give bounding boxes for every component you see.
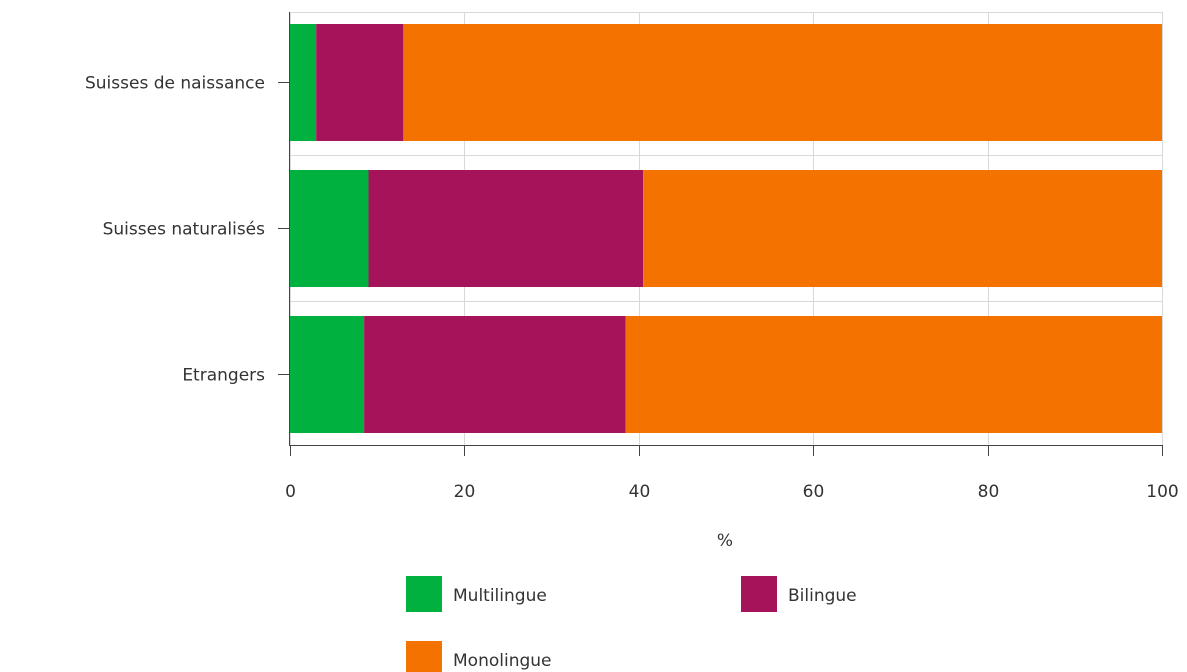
bar-monolingue-0 bbox=[403, 24, 1162, 141]
bar-multilingue-2 bbox=[290, 316, 365, 433]
y-tick-label: Etrangers bbox=[182, 366, 265, 386]
legend: Multilingue Bilingue Monolingue bbox=[406, 576, 857, 672]
x-tick-labels: 0 20 40 60 80 100 bbox=[285, 445, 1179, 502]
x-tick-label: 40 bbox=[629, 482, 651, 502]
y-tick-label: Suisses de naissance bbox=[85, 74, 265, 94]
x-tick-label: 20 bbox=[454, 482, 476, 502]
legend-swatch-multilingue bbox=[406, 576, 442, 612]
bar-bilingue-2 bbox=[364, 316, 626, 433]
legend-label-bilingue: Bilingue bbox=[788, 586, 857, 606]
x-tick-label: 0 bbox=[285, 482, 296, 502]
x-tick-label: 100 bbox=[1146, 482, 1178, 502]
bar-bilingue-1 bbox=[368, 170, 644, 287]
legend-swatch-bilingue bbox=[741, 576, 777, 612]
bar-multilingue-0 bbox=[290, 24, 317, 141]
x-tick-label: 80 bbox=[978, 482, 1000, 502]
y-tick-labels: Suisses de naissance Suisses naturalisés E… bbox=[85, 74, 289, 386]
x-axis-label: % bbox=[717, 531, 733, 551]
bar-bilingue-0 bbox=[316, 24, 404, 141]
y-tick-label: Suisses naturalisés bbox=[103, 220, 266, 240]
bar-monolingue-1 bbox=[643, 170, 1162, 287]
bars bbox=[290, 24, 1162, 433]
legend-label-monolingue: Monolingue bbox=[453, 651, 552, 671]
legend-label-multilingue: Multilingue bbox=[453, 586, 547, 606]
bar-monolingue-2 bbox=[625, 316, 1162, 433]
bar-multilingue-1 bbox=[290, 170, 369, 287]
x-tick-label: 60 bbox=[803, 482, 825, 502]
legend-swatch-monolingue bbox=[406, 641, 442, 672]
